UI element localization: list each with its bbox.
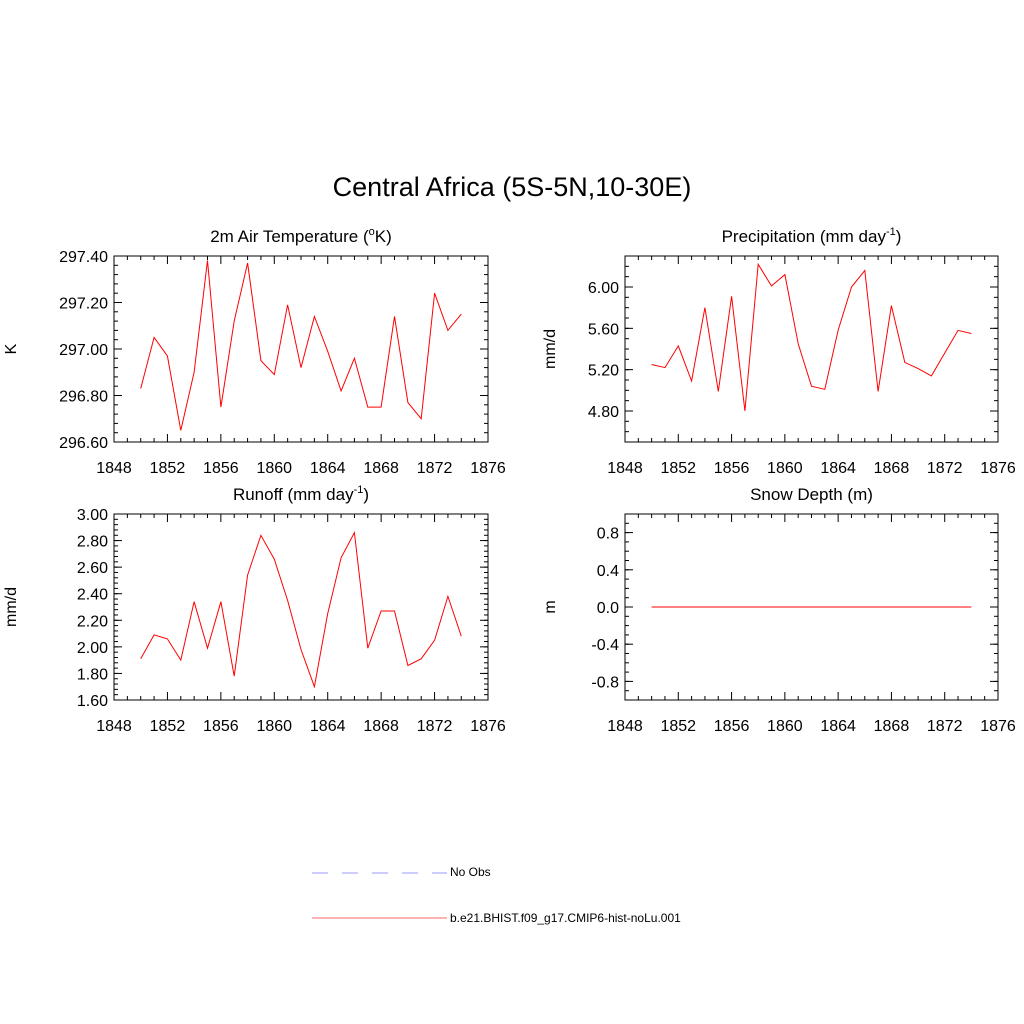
series-line bbox=[140, 260, 462, 431]
y-tick-label: 1.60 bbox=[77, 693, 108, 710]
x-tick-label: 1868 bbox=[874, 460, 910, 477]
x-tick-label: 1852 bbox=[660, 460, 696, 477]
x-tick-label: 1848 bbox=[96, 460, 132, 477]
series-line bbox=[651, 262, 972, 412]
x-tick-label: 1860 bbox=[767, 718, 803, 735]
x-tick-label: 1864 bbox=[820, 460, 856, 477]
y-tick-label: 6.00 bbox=[588, 280, 619, 297]
x-tick-label: 1872 bbox=[417, 460, 453, 477]
x-tick-label: 1876 bbox=[470, 460, 506, 477]
x-tick-label: 1848 bbox=[96, 718, 132, 735]
y-axis-label: mm/d bbox=[542, 329, 559, 369]
y-tick-label: 5.60 bbox=[588, 321, 619, 338]
legend bbox=[312, 872, 447, 919]
x-tick-label: 1852 bbox=[660, 718, 696, 735]
y-tick-label: -0.4 bbox=[591, 637, 619, 654]
y-tick-label: 2.40 bbox=[77, 587, 108, 604]
panel-precipitation: 1848 1852 1856 1860 1864 1868 1872 1876 4.80 5.20… bbox=[542, 226, 1016, 477]
x-tick-label: 1876 bbox=[980, 718, 1016, 735]
x-tick-label: 1856 bbox=[203, 460, 239, 477]
series-line bbox=[140, 530, 462, 689]
plot-frame bbox=[113, 255, 489, 443]
x-tick-label: 1852 bbox=[150, 460, 186, 477]
plot-frame bbox=[624, 255, 999, 443]
x-tick-label: 1868 bbox=[363, 460, 399, 477]
y-axis-label: mm/d bbox=[3, 587, 20, 627]
x-tick-label: 1848 bbox=[607, 460, 643, 477]
y-tick-label: 2.80 bbox=[77, 534, 108, 551]
y-tick-label: 296.80 bbox=[59, 389, 108, 406]
y-axis-label: K bbox=[3, 343, 20, 354]
x-tick-label: 1860 bbox=[256, 460, 292, 477]
y-tick-label: 4.80 bbox=[588, 404, 619, 421]
panel-title: Precipitation (mm day-1) bbox=[722, 226, 902, 246]
plot-frame bbox=[113, 513, 489, 701]
x-tick-label: 1876 bbox=[980, 460, 1016, 477]
x-tick-label: 1868 bbox=[363, 718, 399, 735]
y-tick-label: 5.20 bbox=[588, 363, 619, 380]
y-tick-label: 297.00 bbox=[59, 342, 108, 359]
y-tick-label: 297.40 bbox=[59, 249, 108, 266]
y-tick-label: 297.20 bbox=[59, 296, 108, 313]
y-axis-label: m bbox=[542, 600, 559, 613]
panel-title: Runoff (mm day-1) bbox=[233, 484, 369, 504]
x-tick-label: 1856 bbox=[714, 460, 750, 477]
main-title: Central Africa (5S-5N,10-30E) bbox=[332, 172, 692, 202]
y-tick-label: -0.8 bbox=[591, 674, 619, 691]
y-tick-label: 2.00 bbox=[77, 640, 108, 657]
x-tick-label: 1864 bbox=[820, 718, 856, 735]
y-tick-label: 0.8 bbox=[597, 526, 619, 543]
x-tick-label: 1872 bbox=[927, 718, 963, 735]
y-tick-label: 1.80 bbox=[77, 666, 108, 683]
x-tick-label: 1872 bbox=[417, 718, 453, 735]
panel-snow-depth: 1848 1852 1856 1860 1864 1868 1872 1876 -0.8 -0.4… bbox=[542, 485, 1016, 735]
x-tick-label: 1860 bbox=[256, 718, 292, 735]
panel-runoff: 1848 1852 1856 1860 1864 1868 1872 1876 1.60 1.80… bbox=[3, 484, 506, 735]
x-tick-label: 1864 bbox=[310, 718, 346, 735]
panel-title: Snow Depth (m) bbox=[750, 485, 873, 504]
x-tick-label: 1856 bbox=[714, 718, 750, 735]
x-tick-label: 1876 bbox=[470, 718, 506, 735]
y-tick-label: 0.0 bbox=[597, 600, 619, 617]
panel-title: 2m Air Temperature (oK) bbox=[210, 226, 392, 246]
x-tick-label: 1848 bbox=[607, 718, 643, 735]
y-tick-label: 0.4 bbox=[597, 563, 619, 580]
x-tick-label: 1852 bbox=[150, 718, 186, 735]
panel-air-temperature: 1848 1852 1856 1860 1864 1868 1872 1876 296.60 29… bbox=[3, 226, 506, 477]
y-tick-label: 2.20 bbox=[77, 613, 108, 630]
y-tick-label: 2.60 bbox=[77, 560, 108, 577]
x-tick-label: 1856 bbox=[203, 718, 239, 735]
x-tick-label: 1860 bbox=[767, 460, 803, 477]
y-tick-label: 296.60 bbox=[59, 435, 108, 452]
x-tick-label: 1864 bbox=[310, 460, 346, 477]
x-tick-label: 1872 bbox=[927, 460, 963, 477]
y-tick-label: 3.00 bbox=[77, 507, 108, 524]
x-tick-label: 1868 bbox=[874, 718, 910, 735]
